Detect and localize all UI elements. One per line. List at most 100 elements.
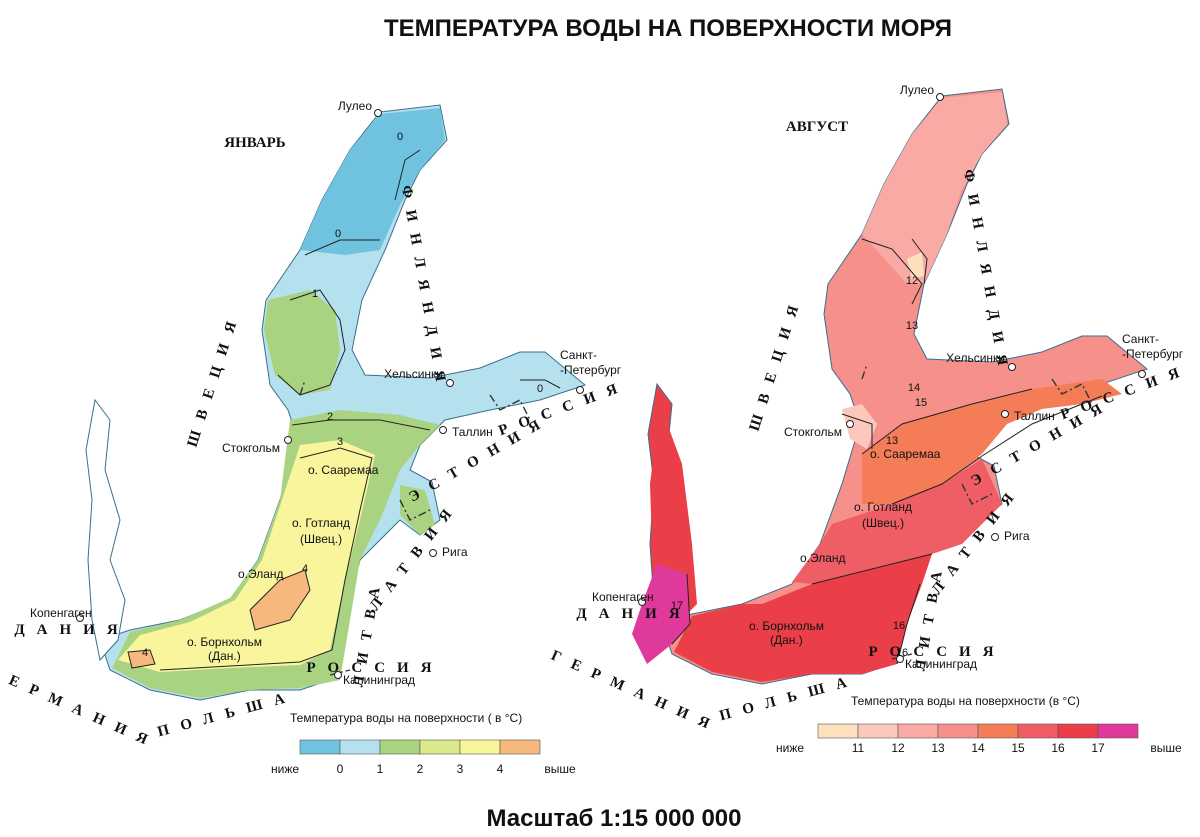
- place-label: Хельсинки: [946, 351, 1005, 365]
- city-dot: [374, 109, 382, 117]
- place-label: о.Эланд: [238, 567, 284, 581]
- legend-label: выше: [1150, 741, 1182, 755]
- city-dot: [284, 436, 292, 444]
- temperature-zone: [907, 252, 924, 279]
- city-dot: [576, 386, 584, 394]
- place-label: Рига: [1004, 529, 1030, 543]
- legend-swatch: [897, 723, 939, 739]
- isotherm: [891, 395, 1103, 505]
- legend-label: ниже: [776, 741, 804, 755]
- place-label: о. Сааремаа: [308, 463, 379, 477]
- city-dot: [638, 598, 646, 606]
- temperature-zone: [632, 564, 690, 664]
- city-dot: [1138, 370, 1146, 378]
- isotherm: [394, 149, 421, 201]
- place-label: о. Сааремаа: [870, 447, 941, 461]
- legend-label: 3: [457, 762, 464, 776]
- isotherm: [127, 649, 156, 669]
- city-dot: [991, 533, 999, 541]
- isotherm: [520, 379, 561, 389]
- temperature-zone: [674, 554, 932, 682]
- border-line: [861, 363, 1093, 660]
- place-label: (Швец.): [300, 532, 342, 546]
- place-label: Рига: [442, 545, 468, 559]
- month-label: АВГУСТ: [786, 119, 848, 135]
- isotherm: [304, 239, 380, 256]
- legend-label: 2: [417, 762, 424, 776]
- legend-title: Температура воды на поверхности ( в °С): [290, 711, 522, 725]
- legend-label: 16: [1051, 741, 1065, 755]
- temperature-zone: [862, 92, 1007, 284]
- city-dot: [1008, 363, 1016, 371]
- country-label: ШВЕЦИЯ: [185, 308, 244, 449]
- legend-title: Температура воды на поверхности (в °С): [851, 694, 1080, 708]
- isotherm-label: 14: [908, 382, 920, 394]
- temperature-zone: [250, 570, 310, 630]
- baltic-map: Лулео Хельсинки Санкт--Петербург Таллин Сток…: [0, 99, 631, 753]
- isotherm: [841, 413, 873, 449]
- place-label: -Петербург: [1122, 347, 1184, 361]
- isotherm: [811, 553, 933, 585]
- place-label: (Дан.): [208, 649, 241, 663]
- city-dot: [896, 655, 904, 663]
- isotherm-label: 4: [302, 563, 308, 575]
- place-label: о. Готланд: [292, 516, 350, 530]
- isotherm: [291, 419, 431, 431]
- legend-label: 12: [891, 741, 905, 755]
- page-title: ТЕМПЕРАТУРА ВОДЫ НА ПОВЕРХНОСТИ МОРЯ: [384, 15, 952, 42]
- temperature-zone: [300, 108, 445, 255]
- isotherm-label: 16: [893, 620, 905, 632]
- temperature-zone: [264, 290, 340, 395]
- legend-swatch: [299, 739, 341, 755]
- country-label: ДАНИЯ: [14, 622, 129, 638]
- legend-label: 15: [1011, 741, 1025, 755]
- city-dot: [429, 549, 437, 557]
- country-label: ШВЕЦИЯ: [747, 292, 806, 433]
- place-label: Лулео: [338, 99, 372, 113]
- temperature-zone: [128, 650, 155, 668]
- country-label: ФИНЛЯНДИЯ: [398, 184, 450, 394]
- legend-label: ниже: [271, 762, 299, 776]
- isotherm-label: 4: [142, 647, 148, 659]
- country-label: РОССИЯ: [306, 660, 443, 676]
- temperature-zone: [842, 404, 877, 449]
- scale-label: Масштаб 1:15 000 000: [486, 805, 741, 832]
- place-label: о. Борнхольм: [749, 619, 824, 633]
- legend-swatch: [1057, 723, 1099, 739]
- legend-swatch: [857, 723, 899, 739]
- isotherm-label: 12: [906, 275, 918, 287]
- isotherm-label: 15: [915, 397, 927, 409]
- legend-swatch: [817, 723, 859, 739]
- isotherm-label: 16: [896, 647, 908, 659]
- legend-swatch: [339, 739, 381, 755]
- legend-label: 0: [337, 762, 344, 776]
- isotherm: [671, 573, 691, 645]
- city-dot: [846, 420, 854, 428]
- country-label: ФИНЛЯНДИЯ: [960, 168, 1012, 378]
- city-dot: [334, 671, 342, 679]
- isotherm-label: 17: [671, 600, 683, 612]
- isotherm: [911, 238, 928, 285]
- isotherm-label: 2: [327, 411, 333, 423]
- isotherm-label: 0: [537, 383, 543, 395]
- place-label: Копенгаген: [592, 590, 654, 604]
- place-label: Лулео: [900, 83, 934, 97]
- city-dot: [439, 426, 447, 434]
- country-label: ДАНИЯ: [576, 606, 691, 622]
- isotherm: [861, 238, 923, 305]
- isotherm: [861, 388, 1033, 455]
- isotherm-label: 0: [397, 131, 403, 143]
- isotherm: [159, 447, 373, 671]
- legend-label: 1: [377, 762, 384, 776]
- legend-label: 11: [852, 741, 865, 755]
- isotherm-label: 0: [335, 228, 341, 240]
- isotherm-label: 1: [312, 288, 318, 300]
- legend-label: выше: [544, 762, 576, 776]
- legend-label: 14: [971, 741, 985, 755]
- place-label: Санкт-: [560, 348, 597, 362]
- legend-label: 13: [931, 741, 945, 755]
- place-label: о.Эланд: [800, 551, 846, 565]
- place-label: Калининград: [343, 673, 415, 687]
- place-label: Копенгаген: [30, 606, 92, 620]
